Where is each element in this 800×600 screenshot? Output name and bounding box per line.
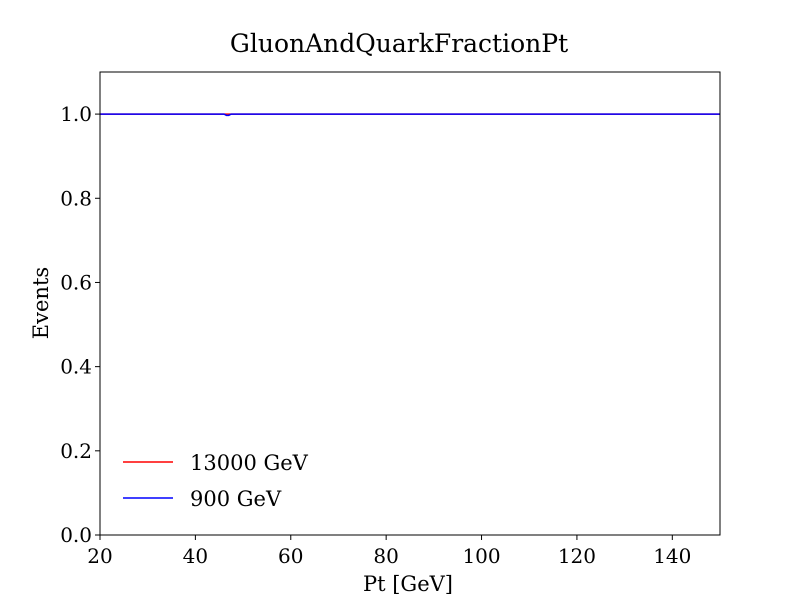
legend-label-1: 900 GeV [190,487,282,511]
chart-title: GluonAndQuarkFractionPt [230,29,568,58]
y-tick-label: 0.4 [60,355,92,379]
y-tick-label: 0.8 [60,186,92,210]
y-axis-label: Events [29,267,53,339]
x-tick-label: 40 [183,544,208,568]
x-tick-label: 60 [278,544,303,568]
y-tick-label: 1.0 [60,102,92,126]
legend: 13000 GeV 900 GeV [123,451,309,511]
y-tick-label: 0.2 [60,439,92,463]
series-line-1 [100,114,720,115]
x-tick-label: 140 [653,544,691,568]
plot-series [100,114,720,115]
x-axis-ticks: 20 40 60 80 100 120 140 [87,535,691,568]
x-axis-label: Pt [GeV] [363,572,453,596]
y-tick-label: 0.6 [60,270,92,294]
x-tick-label: 100 [462,544,500,568]
x-tick-label: 120 [558,544,596,568]
x-tick-label: 80 [373,544,398,568]
x-tick-label: 20 [87,544,112,568]
y-axis-ticks: 0.0 0.2 0.4 0.6 0.8 1.0 [60,102,100,547]
y-tick-label: 0.0 [60,523,92,547]
legend-label-0: 13000 GeV [190,451,309,475]
